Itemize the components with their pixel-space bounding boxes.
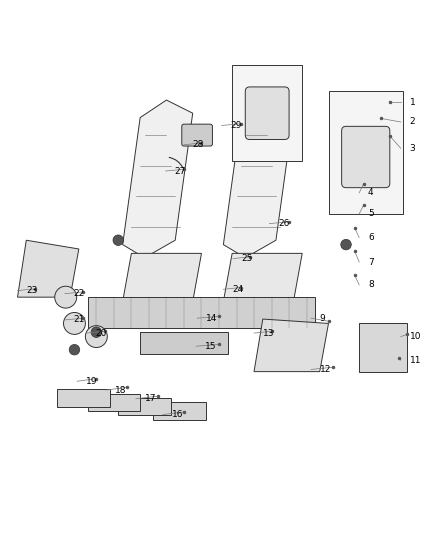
Text: 10: 10 xyxy=(410,332,421,341)
Text: 21: 21 xyxy=(74,316,85,325)
Polygon shape xyxy=(57,389,110,407)
Polygon shape xyxy=(140,332,228,354)
Polygon shape xyxy=(123,100,193,258)
Text: 18: 18 xyxy=(115,385,126,394)
Polygon shape xyxy=(123,253,201,302)
Text: 6: 6 xyxy=(368,233,374,242)
Text: 5: 5 xyxy=(368,209,374,219)
Text: 1: 1 xyxy=(410,98,415,107)
Polygon shape xyxy=(153,402,206,420)
Text: 4: 4 xyxy=(368,189,374,197)
FancyBboxPatch shape xyxy=(182,124,212,146)
Circle shape xyxy=(91,327,102,337)
Text: 2: 2 xyxy=(410,117,415,126)
Circle shape xyxy=(113,235,124,246)
Polygon shape xyxy=(18,240,79,297)
FancyBboxPatch shape xyxy=(245,87,289,140)
FancyBboxPatch shape xyxy=(342,126,390,188)
Polygon shape xyxy=(254,319,328,372)
Text: 27: 27 xyxy=(174,166,186,175)
Text: 13: 13 xyxy=(263,328,274,337)
Polygon shape xyxy=(328,91,403,214)
Text: 23: 23 xyxy=(26,286,38,295)
Text: 7: 7 xyxy=(368,257,374,266)
Text: 11: 11 xyxy=(410,356,421,365)
Text: 3: 3 xyxy=(410,144,415,153)
Text: 22: 22 xyxy=(74,289,85,298)
Text: 16: 16 xyxy=(172,410,183,419)
Circle shape xyxy=(69,344,80,355)
Text: 12: 12 xyxy=(320,365,331,374)
Polygon shape xyxy=(88,297,315,328)
Circle shape xyxy=(55,286,77,308)
Text: 24: 24 xyxy=(232,285,244,294)
Text: 9: 9 xyxy=(320,314,325,322)
Text: 25: 25 xyxy=(242,254,253,263)
Polygon shape xyxy=(118,398,171,415)
Polygon shape xyxy=(88,393,140,411)
Polygon shape xyxy=(359,324,407,372)
Circle shape xyxy=(85,326,107,348)
Text: 15: 15 xyxy=(205,342,216,351)
Polygon shape xyxy=(223,253,302,302)
Circle shape xyxy=(64,312,85,334)
Text: 19: 19 xyxy=(86,377,97,386)
Polygon shape xyxy=(223,100,293,258)
Circle shape xyxy=(341,239,351,250)
Text: 17: 17 xyxy=(145,394,156,403)
Text: 29: 29 xyxy=(230,121,242,130)
Text: 28: 28 xyxy=(193,140,204,149)
Polygon shape xyxy=(232,65,302,161)
Text: 8: 8 xyxy=(368,280,374,289)
Text: 20: 20 xyxy=(95,328,107,337)
Text: 14: 14 xyxy=(206,314,217,322)
Text: 26: 26 xyxy=(278,219,290,228)
